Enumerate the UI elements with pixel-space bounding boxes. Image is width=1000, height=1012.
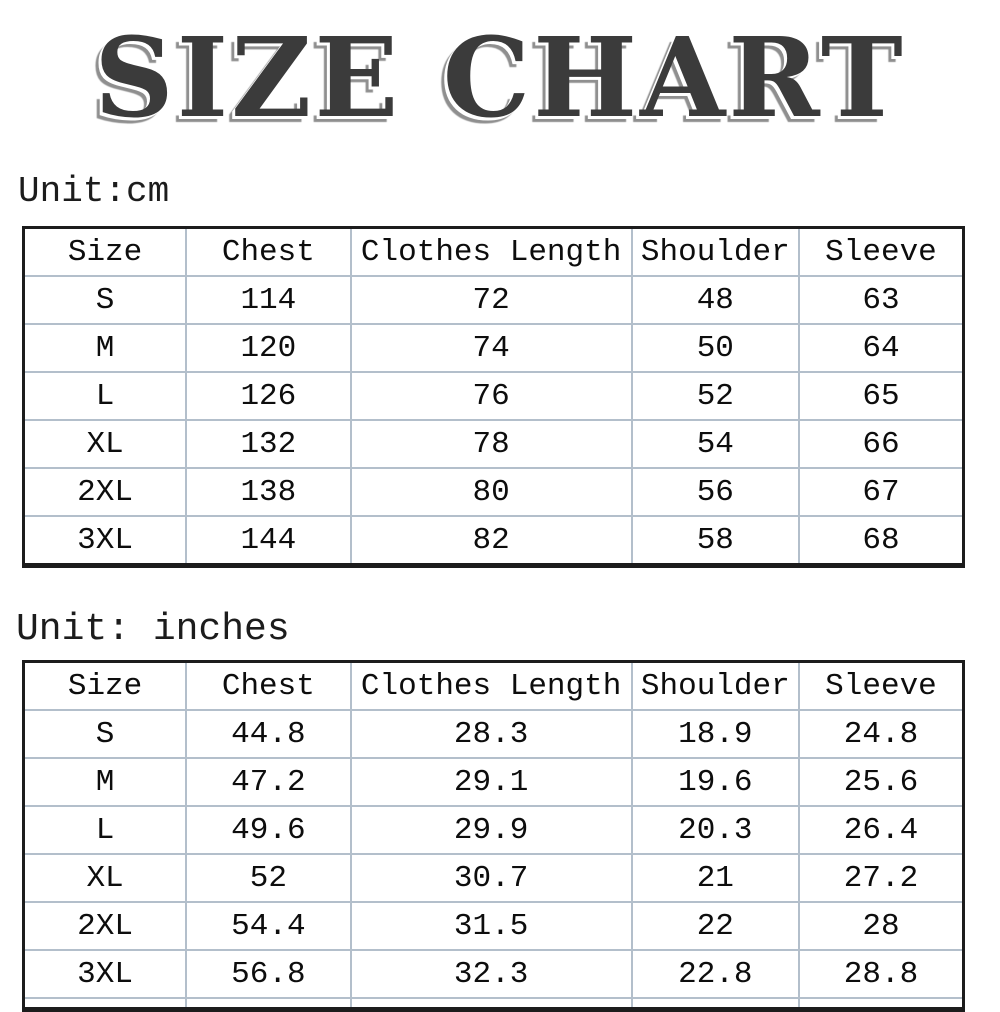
value-cell: 24.8 [797, 709, 965, 759]
value-cell: 29.9 [349, 805, 633, 855]
table-row: 2XL 54.4 31.5 22 28 [22, 901, 965, 951]
value-cell: 21 [630, 853, 800, 903]
table-row: 3XL 144 82 58 68 [22, 515, 965, 567]
size-chart-page: SIZE CHART Unit:cm Size Chest Clothes Leng… [0, 4, 1000, 1012]
header-row: Size Chest Clothes Length Shoulder Sleeve [22, 226, 965, 277]
value-cell: 52 [630, 371, 800, 421]
value-cell: 82 [349, 515, 633, 567]
header-cell: Shoulder [630, 660, 800, 711]
value-cell: 65 [797, 371, 965, 421]
value-cell: 54 [630, 419, 800, 469]
value-cell: 78 [349, 419, 633, 469]
header-cell: Sleeve [797, 660, 965, 711]
value-cell: 18.9 [630, 709, 800, 759]
value-cell: 56 [630, 467, 800, 517]
unit-label-cm: Unit:cm [18, 171, 170, 212]
value-cell: 50 [630, 323, 800, 373]
header-cell: Shoulder [630, 226, 800, 277]
value-cell: 48 [630, 275, 800, 325]
table-row: 3XL 56.8 32.3 22.8 28.8 [22, 949, 965, 999]
value-cell: 126 [185, 371, 352, 421]
value-cell: 114 [185, 275, 352, 325]
unit-label-inches: Unit: inches [16, 608, 290, 651]
page-title: SIZE CHART [94, 13, 906, 142]
value-cell: 28 [797, 901, 965, 951]
value-cell: 19.6 [630, 757, 800, 807]
table-row: 2XL 138 80 56 67 [22, 467, 965, 517]
value-cell: 20.3 [630, 805, 800, 855]
value-cell: 52 [185, 853, 352, 903]
size-cell: L [22, 805, 188, 855]
size-table-cm: Size Chest Clothes Length Shoulder Sleeve S 11… [22, 226, 965, 568]
value-cell: 26.4 [797, 805, 965, 855]
value-cell: 66 [797, 419, 965, 469]
size-table-inches: Size Chest Clothes Length Shoulder Sleeve S 44… [22, 660, 965, 1012]
table-row: XL 52 30.7 21 27.2 [22, 853, 965, 903]
header-cell: Size [22, 660, 188, 711]
cm-section: Unit:cm Size Chest Clothes Length Shoulder S… [0, 170, 1000, 568]
size-cell: M [22, 323, 188, 373]
value-cell: 63 [797, 275, 965, 325]
value-cell: 138 [185, 467, 352, 517]
table-row: S 114 72 48 63 [22, 275, 965, 325]
size-cell: 2XL [22, 467, 188, 517]
header-cell: Clothes Length [349, 660, 633, 711]
size-cell: XL [22, 853, 188, 903]
value-cell: 64 [797, 323, 965, 373]
inches-section: Unit: inches Size Chest Clothes Length Shou… [0, 608, 1000, 1012]
value-cell: 25.6 [797, 757, 965, 807]
size-cell: 2XL [22, 901, 188, 951]
value-cell: 56.8 [185, 949, 352, 999]
table-row: M 120 74 50 64 [22, 323, 965, 373]
header-cell: Sleeve [797, 226, 965, 277]
value-cell: 132 [185, 419, 352, 469]
header-row: Size Chest Clothes Length Shoulder Sleeve [22, 660, 965, 711]
size-cell: S [22, 709, 188, 759]
table-row: L 49.6 29.9 20.3 26.4 [22, 805, 965, 855]
value-cell: 31.5 [349, 901, 633, 951]
value-cell: 68 [797, 515, 965, 567]
value-cell: 72 [349, 275, 633, 325]
size-cell: S [22, 275, 188, 325]
value-cell: 28.8 [797, 949, 965, 999]
value-cell: 22.8 [630, 949, 800, 999]
value-cell: 49.6 [185, 805, 352, 855]
value-cell: 58 [630, 515, 800, 567]
table-row: XL 132 78 54 66 [22, 419, 965, 469]
value-cell: 54.4 [185, 901, 352, 951]
value-cell: 47.2 [185, 757, 352, 807]
header-cell: Chest [185, 226, 352, 277]
size-cell: XL [22, 419, 188, 469]
value-cell: 80 [349, 467, 633, 517]
table-row: S 44.8 28.3 18.9 24.8 [22, 709, 965, 759]
value-cell: 28.3 [349, 709, 633, 759]
table-row: M 47.2 29.1 19.6 25.6 [22, 757, 965, 807]
size-cell: 3XL [22, 515, 188, 567]
value-cell: 144 [185, 515, 352, 567]
size-cell: L [22, 371, 188, 421]
value-cell: 29.1 [349, 757, 633, 807]
size-cell: 3XL [22, 949, 188, 999]
header-cell: Size [22, 226, 188, 277]
value-cell: 22 [630, 901, 800, 951]
size-cell: M [22, 757, 188, 807]
value-cell: 44.8 [185, 709, 352, 759]
value-cell: 67 [797, 467, 965, 517]
header-cell: Clothes Length [349, 226, 633, 277]
value-cell: 32.3 [349, 949, 633, 999]
value-cell: 76 [349, 371, 633, 421]
header-cell: Chest [185, 660, 352, 711]
value-cell: 120 [185, 323, 352, 373]
value-cell: 27.2 [797, 853, 965, 903]
value-cell: 74 [349, 323, 633, 373]
table-row: L 126 76 52 65 [22, 371, 965, 421]
value-cell: 30.7 [349, 853, 633, 903]
